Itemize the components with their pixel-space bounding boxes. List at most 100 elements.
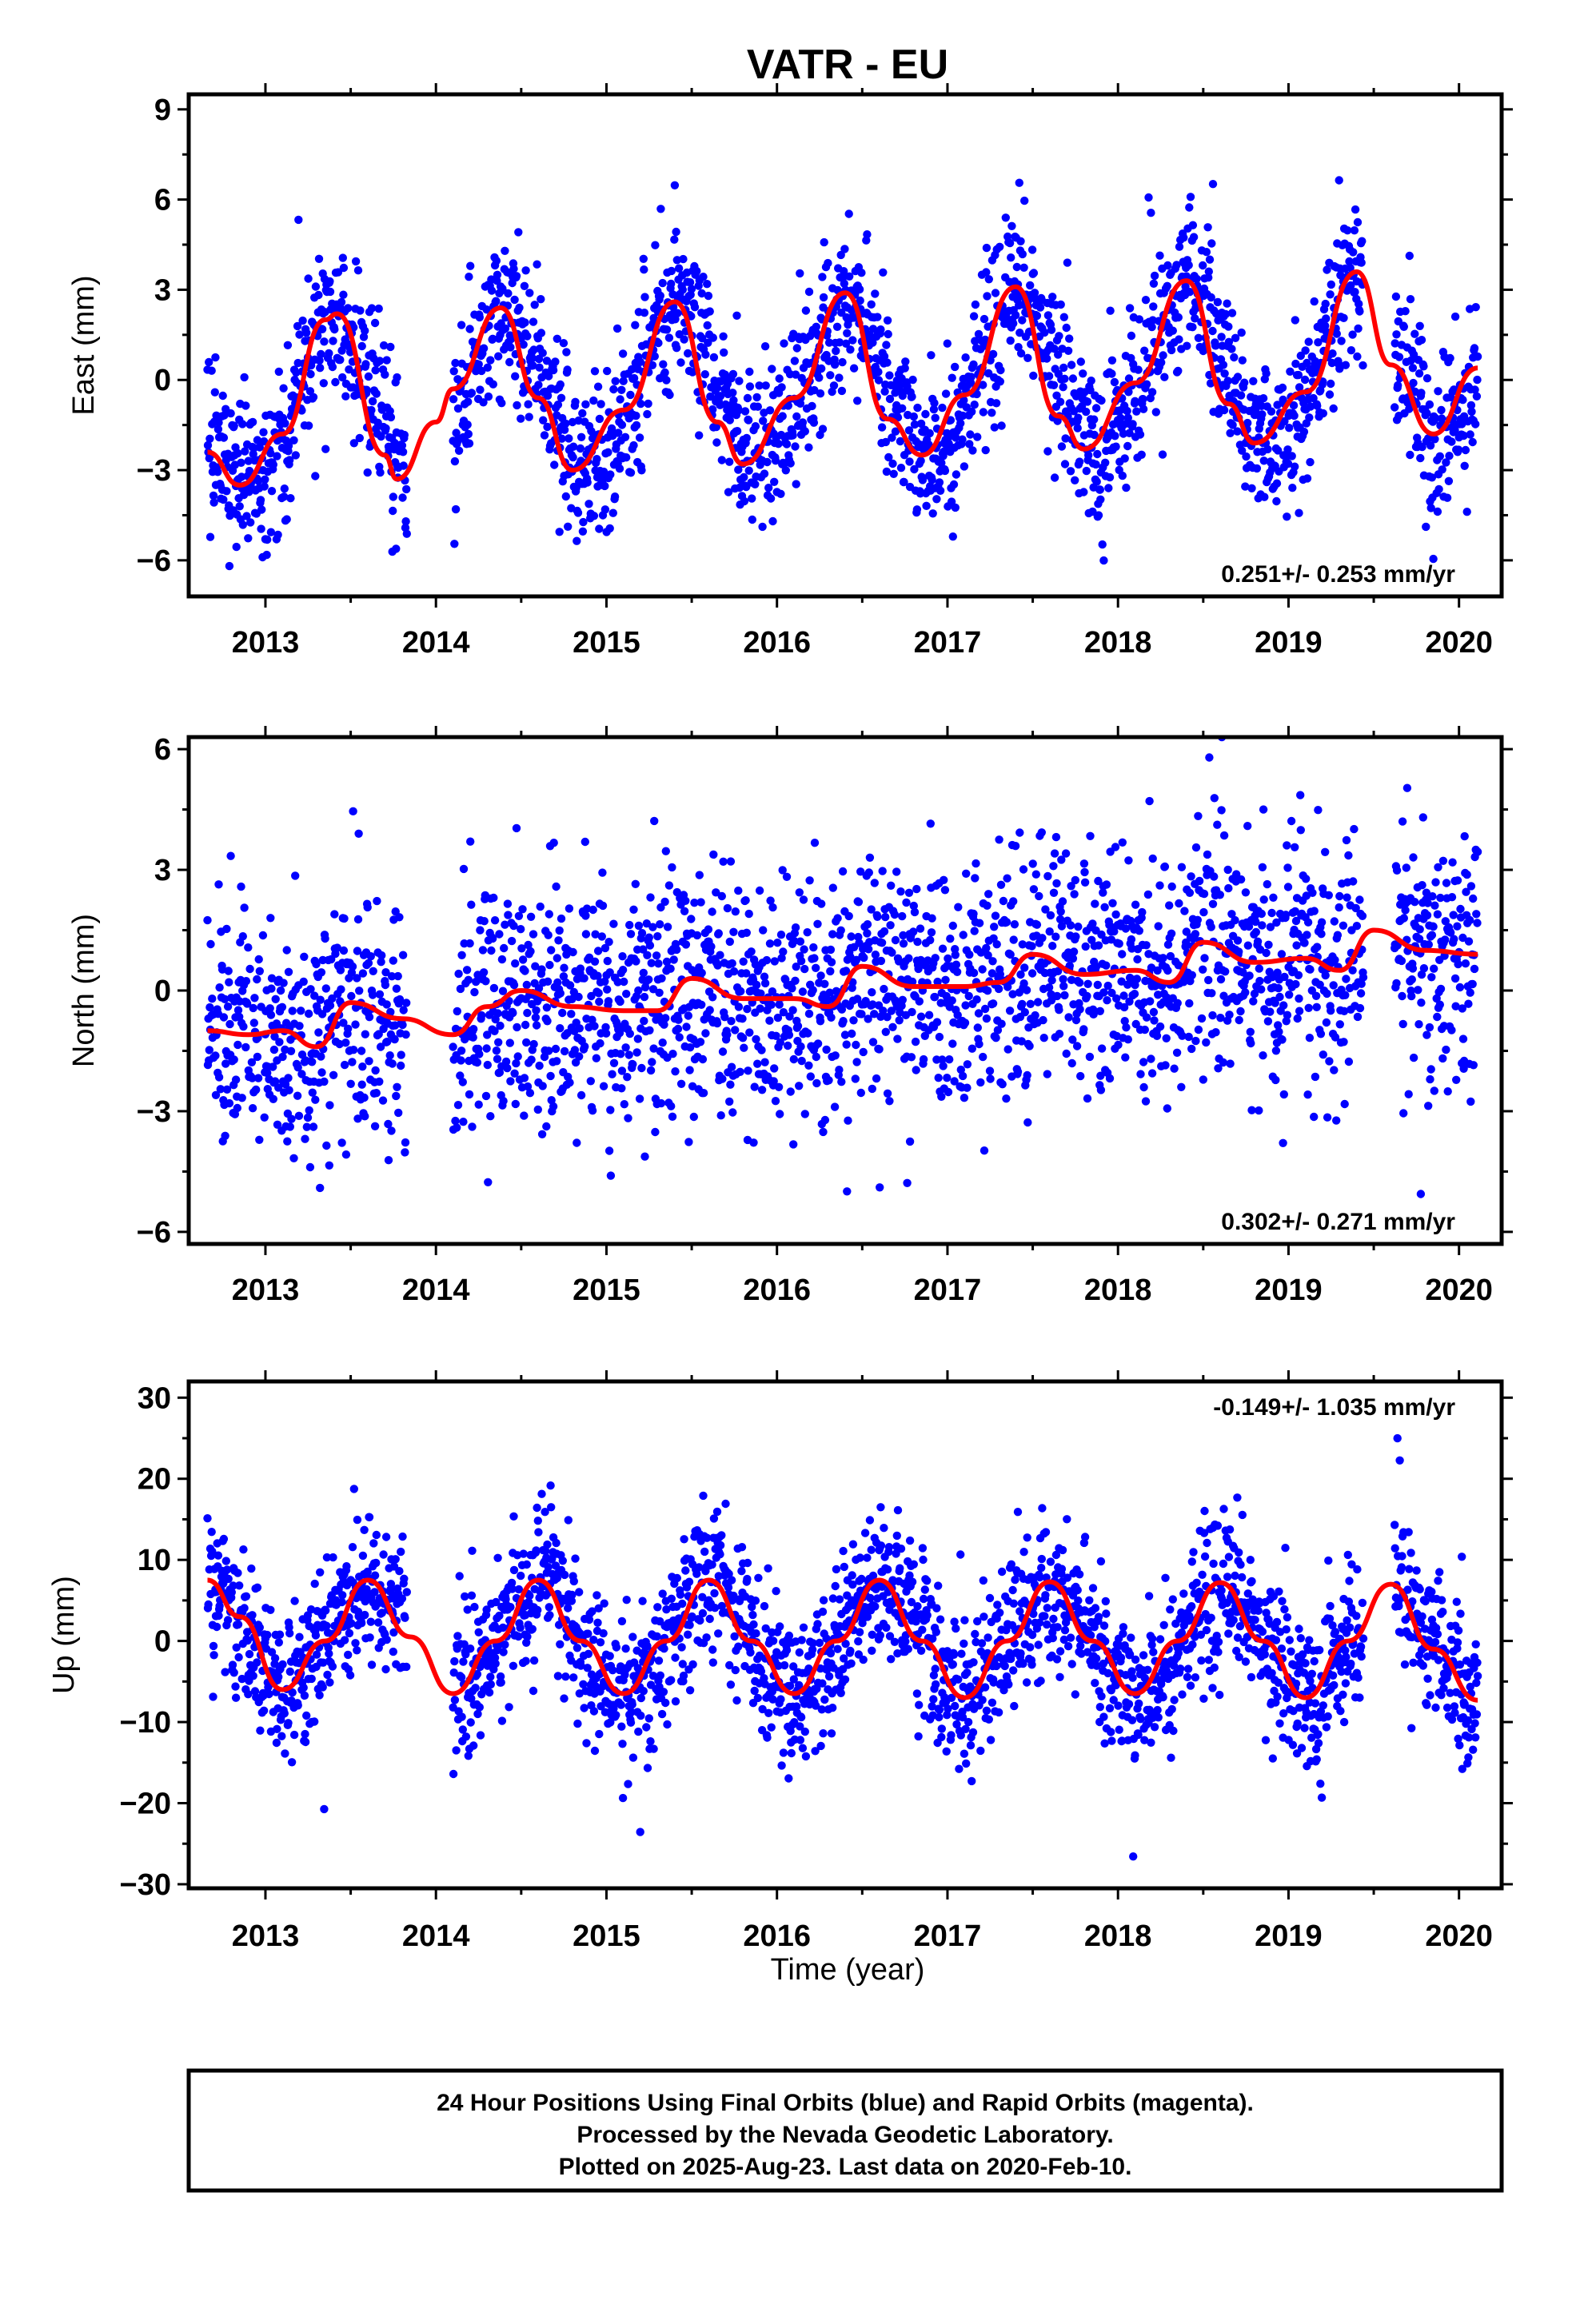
data-point (248, 417, 257, 427)
data-point (881, 1027, 891, 1037)
data-point (549, 1102, 558, 1111)
data-point (1211, 1028, 1220, 1037)
data-point (745, 367, 754, 377)
data-point (1306, 457, 1315, 467)
data-point (634, 986, 643, 995)
data-point (696, 1038, 705, 1046)
data-point (1155, 881, 1164, 890)
data-point (545, 1046, 553, 1055)
data-point (851, 1074, 860, 1083)
data-point (934, 1074, 943, 1082)
data-point (815, 373, 824, 382)
data-point (381, 968, 390, 977)
data-point (1462, 508, 1471, 516)
north-panel: 2013 2014 2015 2016 2017 2018 2019 2020630−3−6N… (67, 726, 1513, 1307)
data-point (353, 974, 361, 983)
data-point (946, 935, 955, 943)
data-point (720, 348, 728, 357)
data-point (501, 1057, 511, 1066)
data-point (521, 266, 530, 275)
data-point (225, 978, 233, 987)
data-point (785, 1012, 794, 1021)
data-point (1025, 1042, 1034, 1050)
data-point (325, 1101, 334, 1110)
data-point (1015, 828, 1024, 837)
data-point (1071, 932, 1080, 941)
data-point (320, 337, 329, 346)
data-point (1074, 413, 1083, 422)
data-point (712, 888, 720, 897)
data-point (995, 242, 1004, 251)
data-point (459, 1118, 468, 1126)
data-point (568, 995, 577, 1004)
data-point (562, 348, 571, 357)
data-point (827, 1013, 836, 1022)
data-point (228, 1660, 237, 1669)
data-point (695, 871, 704, 879)
data-point (648, 985, 658, 994)
data-point (617, 421, 627, 429)
data-point (589, 396, 598, 405)
data-point (556, 380, 565, 389)
data-point (1091, 899, 1099, 908)
data-point (781, 466, 790, 475)
data-point (840, 1030, 850, 1039)
data-point (696, 898, 705, 907)
data-point (1424, 434, 1433, 443)
data-point (889, 469, 898, 478)
data-point (291, 871, 300, 880)
data-point (910, 907, 920, 917)
data-point (214, 418, 223, 427)
data-point (1296, 791, 1305, 799)
data-point (565, 434, 573, 443)
data-point (270, 1032, 279, 1041)
data-point (241, 1592, 251, 1601)
data-point (667, 266, 676, 276)
data-point (565, 1078, 574, 1087)
data-point (545, 372, 553, 381)
data-point (349, 1046, 358, 1054)
data-point (537, 965, 546, 974)
data-point (804, 1009, 814, 1018)
data-point (243, 1636, 252, 1645)
data-point (860, 953, 868, 963)
y-tick-label: 0 (154, 975, 171, 1008)
data-point (990, 923, 999, 931)
data-point (237, 882, 245, 891)
data-point (478, 946, 488, 955)
data-point (1127, 944, 1136, 953)
data-point (240, 373, 249, 382)
data-point (753, 1059, 762, 1068)
data-point (1418, 881, 1426, 890)
data-point (1283, 459, 1293, 468)
data-point (317, 1010, 327, 1018)
data-point (931, 954, 940, 963)
data-point (1283, 863, 1292, 872)
data-point (387, 1126, 396, 1135)
data-point (531, 962, 540, 971)
data-point (837, 1078, 846, 1086)
data-point (629, 373, 639, 383)
data-point (1401, 906, 1410, 915)
data-point (489, 983, 499, 993)
data-point (223, 1002, 233, 1011)
data-point (1147, 1054, 1155, 1063)
data-point (1213, 297, 1223, 307)
data-point (1207, 293, 1215, 302)
data-point (784, 401, 792, 410)
data-point (637, 929, 647, 938)
data-point (840, 245, 849, 253)
data-point (281, 1749, 289, 1758)
data-point (1424, 1102, 1433, 1110)
data-point (1141, 1097, 1151, 1106)
data-point (1242, 452, 1251, 461)
data-point (580, 974, 589, 983)
data-point (916, 456, 925, 465)
data-point (1104, 484, 1113, 492)
data-point (253, 436, 262, 444)
data-point (826, 967, 835, 976)
data-point (717, 891, 726, 901)
data-point (1405, 251, 1414, 261)
x-tick-label: 2018 (1084, 626, 1152, 660)
data-point (1141, 296, 1151, 305)
